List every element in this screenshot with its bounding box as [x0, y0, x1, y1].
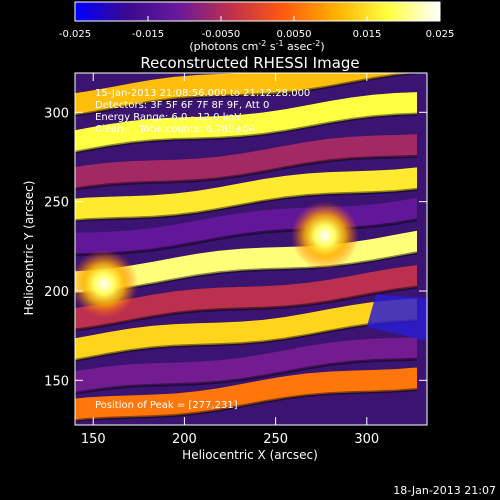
heatmap-band	[75, 367, 417, 421]
heatmap-band-edge	[75, 73, 418, 117]
colorbar-units: (photons cm-2 s-1 asec-2)	[189, 39, 324, 54]
annotation-peak: Position of Peak = [277,231]	[95, 400, 238, 411]
x-tick-label: 250	[263, 432, 288, 447]
colorbar-tick-label: 0.025	[426, 29, 455, 40]
heatmap-band-edge	[75, 218, 418, 257]
annotation-detectors: Detectors: 3F 5F 6F 7F 8F 9F, Att 0	[95, 100, 269, 111]
x-tick-label: 150	[81, 432, 106, 447]
y-tick-label: 200	[44, 285, 69, 300]
axes: 150 200 250 300 150 200 250 300	[44, 73, 427, 447]
colorbar-tick-label: 0.0050	[277, 29, 312, 40]
colorbar-tick-label: -0.025	[59, 29, 91, 40]
colorbar-ticks: -0.025 -0.015 -0.0050 0.0050 0.015 0.025	[59, 16, 454, 40]
footer-timestamp: 18-Jan-2013 21:07	[393, 484, 496, 497]
heatmap	[75, 73, 427, 423]
heatmap-peak	[290, 201, 359, 270]
heatmap-band	[75, 73, 415, 116]
colorbar-tick-label: 0.015	[353, 29, 382, 40]
heatmap-band	[75, 337, 417, 394]
heatmap-band-edge	[75, 285, 418, 332]
heatmap-band	[75, 265, 417, 330]
heatmap-band-edge	[75, 187, 418, 223]
x-tick-label: 300	[354, 432, 379, 447]
plot-frame	[74, 72, 428, 426]
x-axis-label: Heliocentric X (arcsec)	[182, 448, 318, 462]
heatmap-band-edge	[75, 388, 418, 423]
heatmap-band-edge	[75, 154, 418, 191]
heatmap-peak	[75, 249, 139, 318]
x-tick-label: 200	[172, 432, 197, 447]
colorbar-tick-label: -0.0050	[202, 29, 241, 40]
annotation-energy: Energy Range: 6.0 - 12.0 keV	[95, 112, 241, 123]
heatmap-band	[75, 167, 417, 221]
y-tick-label: 250	[44, 196, 69, 211]
y-axis-label: Heliocentric Y (arcsec)	[22, 181, 36, 316]
chart-title: Reconstructed RHESSI Image	[140, 54, 359, 72]
annotation-clean: Clean Total counts: 6.78E+04	[95, 124, 255, 135]
colorbar-tick-label: -0.015	[132, 29, 164, 40]
heatmap-band-edge	[75, 357, 418, 395]
heatmap-band	[75, 134, 417, 189]
heatmap-band-edge	[75, 319, 418, 362]
colorbar	[74, 1, 441, 22]
heatmap-blue-region	[366, 294, 427, 342]
heatmap-band	[75, 298, 417, 361]
annotation-time: 15-Jan-2013 21:08:56.000 to 21:12:28.000	[95, 88, 310, 99]
heatmap-band-edge	[75, 112, 418, 154]
y-tick-label: 150	[44, 374, 69, 389]
y-tick-label: 300	[44, 106, 69, 121]
heatmap-band	[75, 92, 417, 153]
